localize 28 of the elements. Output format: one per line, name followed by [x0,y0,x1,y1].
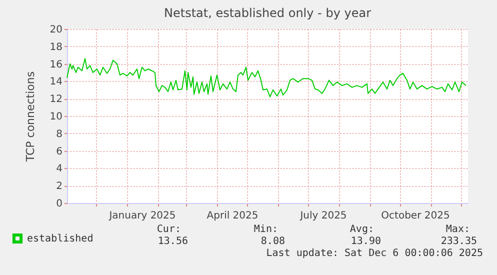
line-series [66,58,466,98]
y-tick-label: 12 [50,94,62,106]
y-tick-label: 6 [56,146,62,158]
x-tick-label: July 2025 [299,210,347,222]
text: Min: [254,224,278,235]
y-tick-label: 16 [50,59,62,70]
text: Avg: [350,224,374,235]
y-tick-label: 0 [56,198,62,210]
x-tick-label: January 2025 [108,210,176,222]
text: Cur: [156,224,181,235]
y-tick-label: 10 [50,112,62,122]
text: Last update: Sat Dec 6 00:00:06 2025 [266,248,483,259]
y-tick-label: 20 [50,24,62,36]
legend-label: established [27,234,94,244]
y-tick-label: 2 [56,181,62,192]
text: 233.35 [440,236,477,247]
text: 13.90 [350,236,381,247]
chart-title: Netstat, established only - by year [164,6,372,20]
y-axis-title: TCP connections [24,71,37,163]
text: 13.56 [158,236,188,247]
y-tick-label: 18 [50,42,62,53]
y-tick-label: 4 [56,164,62,175]
x-tick-label: October 2025 [381,210,450,222]
y-tick-label: 14 [50,76,62,88]
y-tick-label: 8 [56,128,62,140]
text: Max: [446,224,470,235]
x-tick-label: April 2025 [206,210,258,222]
text: 8.08 [260,236,285,247]
